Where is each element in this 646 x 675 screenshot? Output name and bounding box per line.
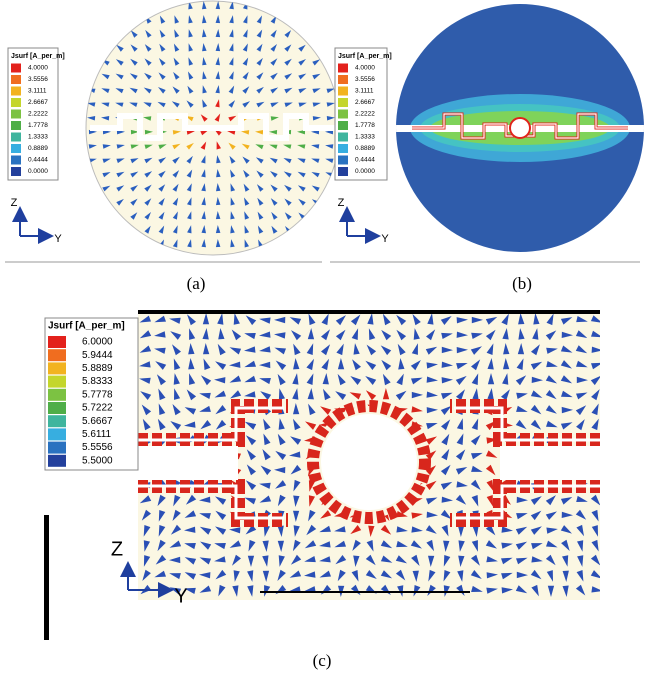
legend-value: 5.7778 — [82, 389, 113, 400]
legend-swatch — [48, 362, 66, 374]
legend-swatch — [48, 376, 66, 388]
caption: (b) — [512, 274, 532, 293]
legend-value: 5.9444 — [82, 350, 113, 361]
legend-swatch — [338, 75, 348, 84]
legend-value: 6.0000 — [82, 337, 113, 348]
legend-swatch — [338, 156, 348, 165]
legend-swatch — [338, 87, 348, 96]
legend-value: 5.8333 — [82, 376, 113, 387]
axis-label: Y — [54, 233, 62, 245]
legend-swatch — [338, 167, 348, 176]
axis-label: Z — [111, 538, 123, 560]
legend-swatch — [11, 121, 21, 130]
caption: (a) — [187, 274, 206, 293]
legend-swatch — [11, 133, 21, 142]
legend-swatch — [48, 389, 66, 401]
legend-swatch — [48, 455, 66, 467]
legend-value: 5.6667 — [82, 416, 113, 427]
legend-value: 1.7778 — [355, 122, 375, 129]
legend-swatch — [11, 75, 21, 84]
legend-swatch — [338, 110, 348, 119]
legend-value: 0.4444 — [355, 157, 375, 164]
legend-value: 2.2222 — [355, 111, 375, 118]
legend-value: 1.7778 — [28, 122, 48, 129]
legend-swatch — [11, 64, 21, 73]
legend-value: 3.1111 — [28, 88, 47, 95]
legend-swatch — [48, 415, 66, 427]
legend-value: 5.8889 — [82, 363, 113, 374]
legend-value: 2.6667 — [355, 99, 375, 106]
legend-swatch — [338, 121, 348, 130]
axis-label: Y — [381, 233, 389, 245]
legend-value: 0.0000 — [355, 168, 375, 175]
border — [138, 310, 600, 314]
legend-swatch — [338, 133, 348, 142]
legend-value: 5.5000 — [82, 455, 113, 466]
legend-swatch — [48, 349, 66, 361]
legend-swatch — [48, 336, 66, 348]
legend-title: Jsurf [A_per_m] — [48, 321, 125, 332]
legend-swatch — [338, 98, 348, 107]
legend-value: 3.5556 — [355, 76, 375, 83]
legend-swatch — [11, 87, 21, 96]
legend-value: 3.5556 — [28, 76, 48, 83]
legend-value: 5.6111 — [82, 429, 112, 440]
legend-value: 0.8889 — [28, 145, 48, 152]
legend-swatch — [48, 428, 66, 440]
border — [44, 515, 49, 640]
legend-value: 4.0000 — [28, 65, 48, 72]
legend-swatch — [48, 442, 66, 454]
legend-value: 5.7222 — [82, 403, 113, 414]
legend-swatch — [11, 144, 21, 153]
axis-label: Z — [338, 197, 345, 209]
legend-swatch — [11, 98, 21, 107]
legend-value: 1.3333 — [28, 134, 48, 141]
legend-value: 0.8889 — [355, 145, 375, 152]
legend-value: 5.5556 — [82, 442, 113, 453]
legend-swatch — [48, 402, 66, 414]
legend-value: 1.3333 — [355, 134, 375, 141]
legend-swatch — [338, 144, 348, 153]
legend-swatch — [11, 156, 21, 165]
legend-title: Jsurf [A_per_m] — [338, 53, 392, 60]
legend-value: 2.6667 — [28, 99, 48, 106]
caption: (c) — [313, 651, 332, 670]
legend-title: Jsurf [A_per_m] — [11, 53, 65, 60]
legend-value: 0.0000 — [28, 168, 48, 175]
axis-label: Z — [11, 197, 18, 209]
legend-value: 2.2222 — [28, 111, 48, 118]
axis-label: Y — [174, 585, 187, 607]
legend-swatch — [338, 64, 348, 73]
legend-swatch — [11, 167, 21, 176]
legend-value: 3.1111 — [355, 88, 374, 95]
legend-value: 4.0000 — [355, 65, 375, 72]
figure: Jsurf [A_per_m] 4.0000 3.5556 3.1111 2.6667 2… — [0, 0, 646, 675]
legend-value: 0.4444 — [28, 157, 48, 164]
legend-swatch — [11, 110, 21, 119]
